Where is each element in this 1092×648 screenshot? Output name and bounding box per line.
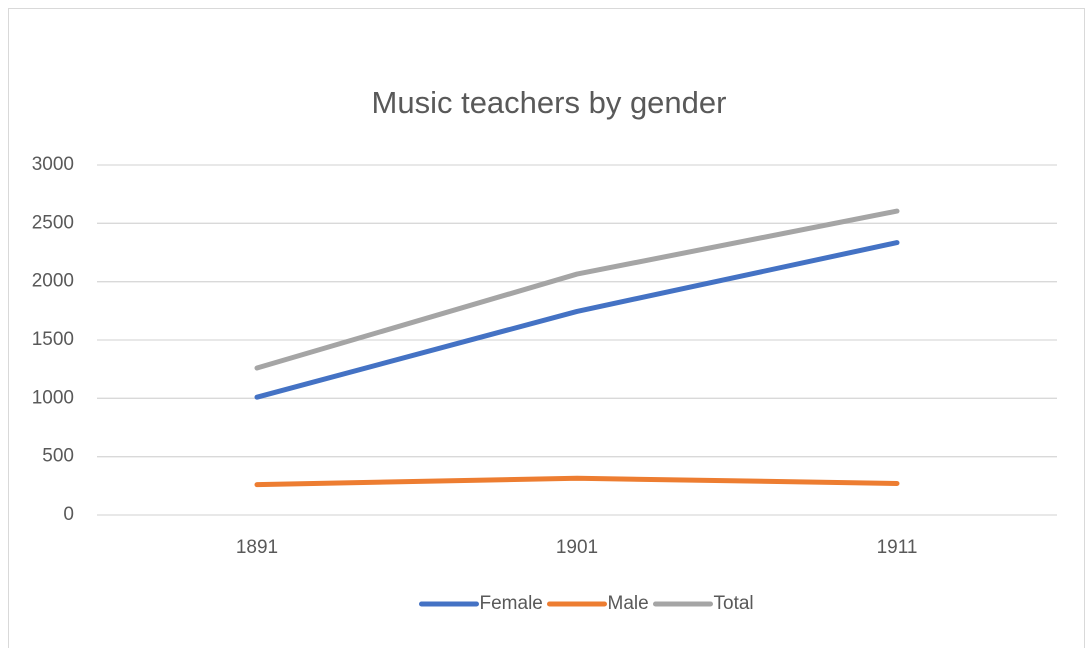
y-tick-label: 0 xyxy=(63,504,74,525)
series-line xyxy=(254,240,900,400)
x-tick-label: 1891 xyxy=(236,537,278,558)
chart-title: Music teachers by gender xyxy=(372,85,727,120)
x-tick-label: 1911 xyxy=(877,537,918,558)
legend-label: Male xyxy=(608,593,649,614)
y-tick-label: 1500 xyxy=(32,329,74,350)
chart-border xyxy=(8,8,1085,648)
legend-label: Female xyxy=(480,593,543,614)
x-tick-label: 1901 xyxy=(556,537,598,558)
y-tick-label: 2000 xyxy=(32,271,74,292)
series-line xyxy=(254,475,900,488)
y-tick-label: 2500 xyxy=(32,212,74,233)
y-tick-label: 3000 xyxy=(32,154,74,175)
y-tick-label: 1000 xyxy=(32,387,74,408)
y-tick-label: 500 xyxy=(42,446,74,467)
series-line xyxy=(254,208,900,371)
legend-label: Total xyxy=(714,593,754,614)
